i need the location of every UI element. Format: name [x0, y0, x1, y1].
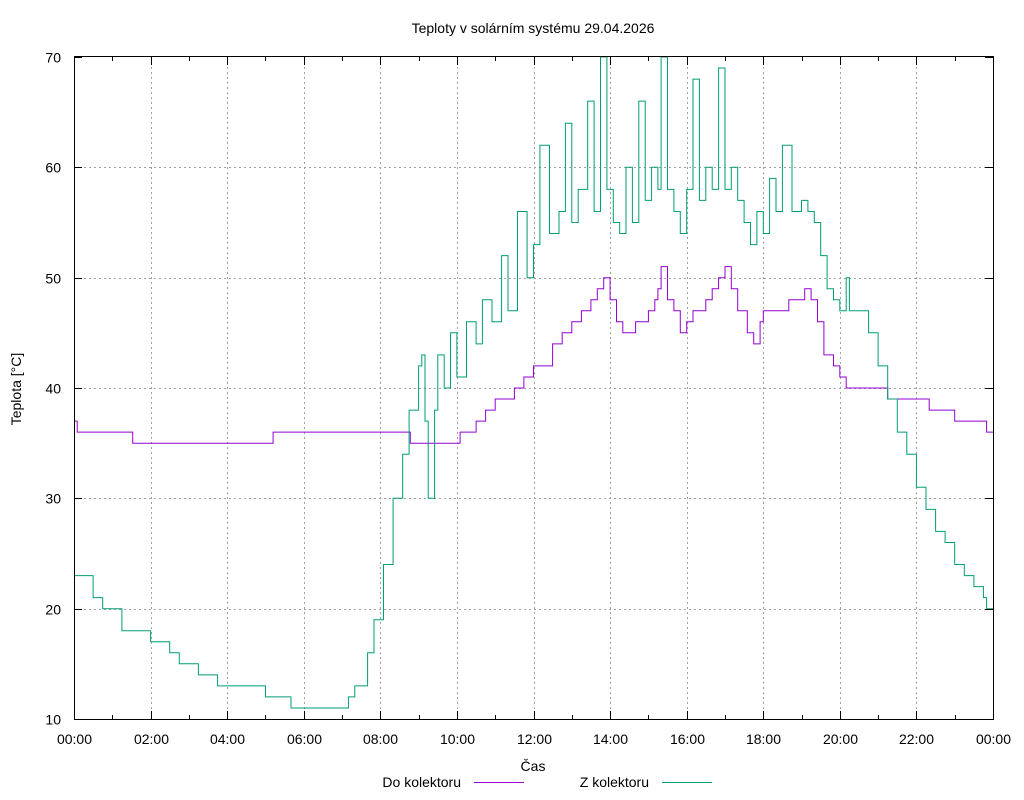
- y-tick-label: 30: [45, 491, 61, 507]
- x-tick-label: 16:00: [670, 731, 705, 747]
- x-axis-label: Čas: [521, 758, 546, 774]
- y-tick-label: 20: [45, 602, 61, 618]
- x-tick-label: 00:00: [976, 731, 1011, 747]
- x-tick-label: 22:00: [899, 731, 934, 747]
- x-tick-label: 08:00: [363, 731, 398, 747]
- x-tick-label: 18:00: [746, 731, 781, 747]
- y-tick-label: 70: [45, 50, 61, 66]
- legend-label: Z kolektoru: [580, 774, 649, 790]
- y-tick-label: 10: [45, 712, 61, 728]
- x-tick-label: 14:00: [593, 731, 628, 747]
- x-tick-label: 20:00: [823, 731, 858, 747]
- legend: Do kolektoru Z kolektoru: [382, 774, 712, 790]
- y-axis-label: Teplota [°C]: [8, 353, 24, 426]
- series-line-2: [74, 56, 993, 709]
- legend-label: Do kolektoru: [382, 774, 461, 790]
- y-tick-label: 40: [45, 381, 61, 397]
- x-tick-label: 06:00: [287, 731, 322, 747]
- grid: [74, 57, 993, 719]
- x-tick-label: 10:00: [440, 731, 475, 747]
- x-tick-label: 04:00: [210, 731, 245, 747]
- x-tick-label: 12:00: [517, 731, 552, 747]
- series-line-1: [74, 266, 993, 444]
- x-tick-label: 00:00: [57, 731, 92, 747]
- y-tick-label: 60: [45, 160, 61, 176]
- chart-title: Teploty v solárním systému 29.04.2026: [412, 20, 655, 36]
- ticks: 10 20 30 40 50 60 70 00:00 02:00 04:00 06:00 08:00 1…: [45, 50, 1011, 748]
- x-tick-label: 02:00: [134, 731, 169, 747]
- series-layer: [74, 56, 993, 709]
- y-tick-label: 50: [45, 271, 61, 287]
